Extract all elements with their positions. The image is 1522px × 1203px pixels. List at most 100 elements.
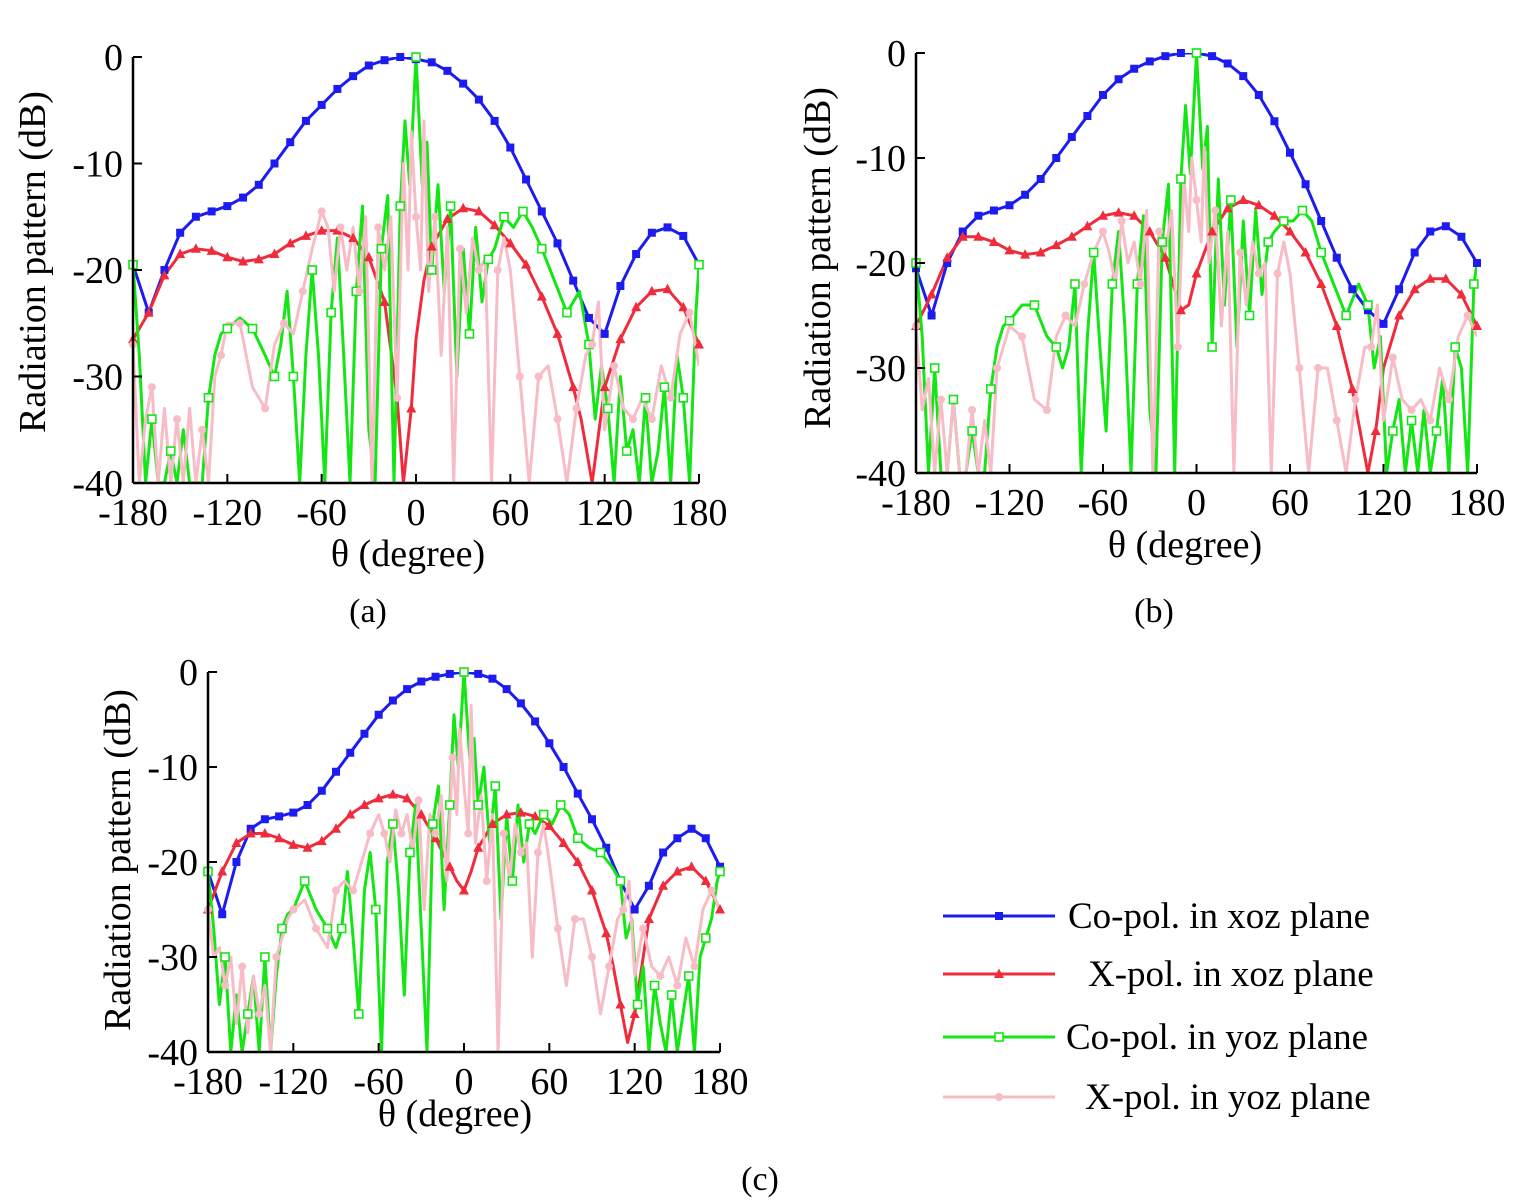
x-tick-label: -180	[98, 492, 168, 534]
data-point	[279, 319, 288, 328]
data-point	[1099, 91, 1107, 99]
data-point	[176, 228, 185, 237]
x-tick-label: -180	[173, 1061, 243, 1103]
data-point	[1107, 279, 1118, 289]
data-point	[673, 981, 682, 990]
data-point	[516, 848, 525, 857]
legend-item-co-pol-xoz: Co-pol. in xoz plane	[943, 896, 1370, 937]
data-point	[522, 175, 531, 184]
data-point	[1317, 217, 1326, 225]
data-point	[1155, 227, 1164, 236]
data-point	[1363, 300, 1373, 310]
data-point	[700, 933, 711, 943]
data-point	[1347, 383, 1358, 393]
data-point	[1051, 342, 1062, 352]
data-point	[222, 251, 233, 262]
data-point	[967, 426, 977, 436]
data-point	[1021, 190, 1030, 199]
data-point	[686, 861, 697, 871]
data-point	[628, 415, 637, 424]
data-point	[380, 829, 389, 838]
y-axis-title: Radiation pattern (dB)	[97, 689, 139, 1031]
data-point	[602, 843, 611, 852]
data-point	[406, 402, 417, 413]
data-point	[175, 248, 186, 259]
data-point	[269, 248, 280, 259]
data-point	[336, 223, 345, 232]
data-point	[238, 962, 247, 971]
data-point	[988, 236, 999, 246]
data-point	[364, 61, 373, 70]
data-point	[426, 241, 437, 251]
data-point	[1136, 280, 1145, 288]
data-point	[516, 699, 525, 708]
data-point	[474, 669, 483, 678]
data-point	[396, 53, 405, 61]
data-point	[1316, 278, 1327, 288]
data-point	[1238, 194, 1249, 204]
data-point	[1456, 289, 1467, 299]
data-point	[464, 829, 473, 838]
data-point	[603, 403, 613, 414]
data-point	[605, 962, 614, 971]
data-point	[1457, 232, 1466, 241]
data-point	[1175, 304, 1186, 315]
data-point	[1444, 395, 1453, 404]
data-point	[317, 100, 326, 109]
data-point	[403, 685, 412, 694]
data-point	[573, 789, 582, 798]
data-point	[191, 212, 200, 221]
data-point	[553, 415, 562, 424]
data-point	[1441, 222, 1450, 231]
data-point	[288, 371, 299, 382]
y-tick-label: -30	[72, 357, 123, 399]
data-point	[285, 237, 296, 248]
data-point	[353, 1009, 364, 1019]
data-point	[1332, 416, 1341, 425]
data-point	[255, 1010, 264, 1018]
data-point	[569, 276, 578, 285]
data-point	[190, 243, 201, 253]
data-point	[238, 255, 249, 266]
data-point	[1314, 364, 1323, 372]
data-point	[643, 913, 654, 923]
data-point	[1223, 59, 1232, 68]
data-point	[416, 809, 427, 819]
data-point	[1113, 207, 1124, 217]
data-point	[584, 313, 593, 322]
data-point	[506, 143, 515, 152]
data-point	[1004, 244, 1015, 255]
legend-marker-icon	[994, 968, 1004, 978]
data-point	[379, 296, 390, 306]
y-tick-label: -40	[855, 453, 906, 495]
data-point	[507, 876, 518, 886]
x-tick-label: 0	[1187, 482, 1206, 524]
data-point	[397, 829, 406, 838]
y-tick-label: -10	[72, 144, 123, 186]
data-point	[943, 259, 952, 267]
x-tick-label: 120	[606, 1061, 663, 1103]
chart-panel-c: 0 -10 -20 -30 -40-180 -120 -60 0 60 120 180 Radiat…	[97, 652, 779, 1198]
y-tick-label: -20	[147, 842, 198, 884]
data-point	[1236, 248, 1245, 257]
data-point	[499, 829, 508, 838]
data-point	[217, 351, 226, 360]
data-point	[1270, 117, 1279, 126]
data-point	[559, 763, 568, 771]
data-point	[926, 289, 937, 299]
data-point	[298, 287, 307, 296]
data-point	[445, 201, 456, 211]
data-point	[220, 952, 230, 962]
data-point	[615, 333, 626, 344]
data-point	[288, 839, 299, 849]
data-point	[487, 818, 498, 828]
series-line-co-pol-in-yoz-plane	[208, 672, 720, 1052]
data-point	[322, 923, 333, 934]
data-point	[332, 886, 340, 895]
data-point	[260, 952, 270, 962]
x-tick-label: 0	[455, 1061, 474, 1103]
data-point	[333, 84, 342, 93]
x-axis-title: θ (degree)	[378, 1093, 532, 1135]
data-point	[1005, 201, 1014, 210]
